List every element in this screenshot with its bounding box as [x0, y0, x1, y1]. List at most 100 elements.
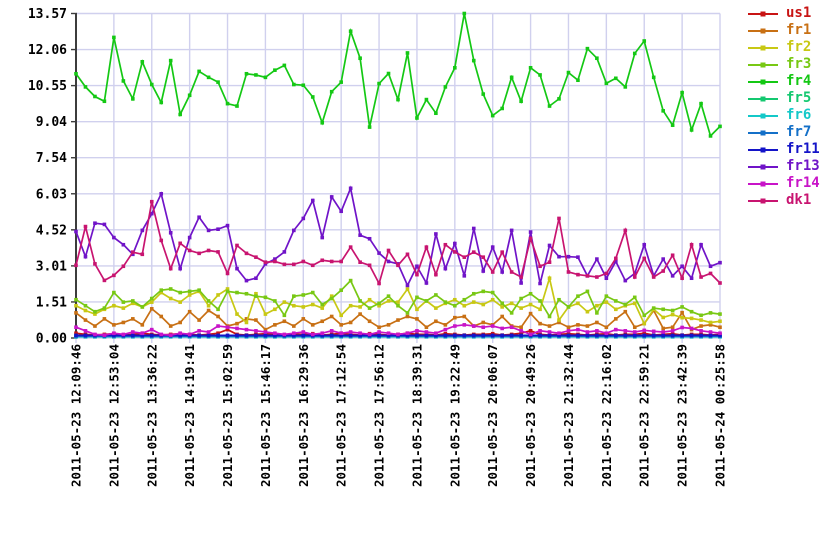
data-point-fr4 [699, 101, 703, 106]
data-point-fr14 [453, 324, 457, 328]
legend-label-fr4: fr4 [786, 73, 812, 89]
data-point-fr4 [424, 97, 429, 102]
data-point-fr14 [377, 330, 381, 334]
data-point-fr2 [348, 303, 353, 308]
data-point-fr2 [415, 307, 419, 312]
data-point-fr11 [225, 333, 230, 338]
data-point-fr4 [121, 79, 126, 83]
data-point-fr4 [557, 97, 561, 101]
data-point-fr2 [405, 287, 410, 291]
data-point-fr14 [197, 329, 201, 333]
data-point-fr14 [102, 333, 107, 337]
data-point-dk1 [576, 272, 580, 277]
data-point-fr13 [576, 255, 580, 259]
data-point-fr4 [197, 69, 201, 74]
data-point-fr4 [576, 78, 580, 83]
data-point-fr4 [585, 46, 590, 51]
data-point-fr3 [178, 290, 182, 295]
data-point-fr4 [225, 101, 230, 106]
data-point-fr11 [140, 333, 145, 338]
data-point-fr4 [661, 109, 665, 113]
data-point-fr14 [83, 329, 88, 333]
data-point-fr13 [453, 241, 457, 246]
x-tick-label: 2011-05-23 23:42:39 [675, 344, 690, 487]
data-point-fr1 [576, 323, 580, 327]
data-point-fr13 [415, 264, 419, 269]
data-point-fr1 [528, 311, 533, 316]
x-tick-label: 2011-05-23 17:12:54 [334, 344, 349, 487]
data-point-fr14 [566, 329, 571, 333]
data-point-fr2 [254, 291, 258, 296]
x-tick-label: 2011-05-23 22:16:02 [599, 344, 614, 487]
x-tick-label: 2011-05-23 15:46:17 [258, 344, 273, 487]
data-point-fr1 [604, 325, 609, 330]
data-point-fr14 [140, 331, 145, 336]
legend-swatch-fr2 [748, 45, 778, 50]
data-point-fr3 [614, 299, 618, 303]
data-point-fr2 [538, 307, 542, 312]
data-point-fr3 [462, 297, 467, 302]
data-point-dk1 [396, 263, 400, 268]
data-point-fr4 [310, 95, 315, 99]
data-point-dk1 [93, 262, 97, 266]
data-point-fr14 [670, 329, 675, 333]
data-point-fr3 [509, 311, 514, 315]
data-point-fr2 [225, 287, 230, 291]
data-point-fr4 [538, 73, 542, 77]
data-point-fr3 [396, 303, 400, 308]
data-point-fr14 [642, 328, 647, 333]
data-point-dk1 [500, 250, 504, 254]
data-point-dk1 [329, 259, 334, 264]
legend-item-fr6: fr6 [747, 108, 820, 122]
legend-swatch-fr4 [748, 79, 778, 84]
data-point-fr3 [216, 307, 220, 312]
data-point-fr13 [689, 276, 694, 281]
data-point-dk1 [443, 242, 448, 247]
legend-item-fr5: fr5 [747, 91, 820, 105]
data-point-fr11 [244, 333, 249, 338]
x-tick-label: 2011-05-23 13:36:22 [144, 344, 159, 487]
data-point-fr4 [74, 71, 78, 76]
data-point-fr3 [576, 294, 580, 298]
data-point-fr1 [121, 320, 126, 325]
data-point-fr2 [462, 303, 467, 308]
legend-item-fr14: fr14 [747, 176, 820, 190]
legend-item-fr7: fr7 [747, 125, 820, 139]
data-point-fr4 [377, 81, 381, 86]
data-point-fr4 [509, 75, 514, 80]
data-point-dk1 [292, 262, 296, 267]
data-point-fr4 [244, 71, 249, 76]
data-point-fr1 [168, 324, 173, 328]
data-point-dk1 [377, 281, 381, 286]
data-point-fr14 [585, 330, 590, 334]
data-point-fr13 [329, 195, 334, 199]
data-point-fr3 [83, 303, 88, 308]
data-point-fr14 [576, 327, 580, 332]
data-point-fr14 [367, 332, 372, 337]
data-point-fr14 [149, 327, 154, 332]
data-point-fr3 [358, 299, 362, 303]
data-point-fr3 [538, 299, 542, 303]
y-tick-label: 12.06 [28, 43, 67, 58]
data-point-fr1 [699, 324, 703, 328]
data-point-fr4 [623, 85, 628, 89]
data-point-fr2 [604, 300, 609, 304]
data-point-fr3 [102, 306, 107, 310]
data-point-dk1 [595, 275, 599, 279]
data-point-fr4 [614, 76, 618, 81]
data-point-fr14 [206, 330, 211, 334]
data-point-dk1 [131, 250, 135, 254]
x-tick-label: 2011-05-23 21:32:44 [561, 344, 576, 487]
data-point-fr3 [367, 306, 372, 310]
data-point-dk1 [235, 243, 239, 248]
data-point-fr2 [642, 321, 647, 326]
data-point-fr3 [93, 309, 97, 314]
data-point-fr11 [424, 333, 429, 338]
y-tick-label: 1.51 [36, 295, 67, 310]
data-point-fr1 [254, 318, 258, 322]
data-point-fr1 [131, 317, 135, 321]
data-point-fr13 [168, 230, 173, 235]
data-point-fr3 [424, 299, 429, 303]
data-point-fr2 [121, 306, 126, 310]
data-point-fr3 [547, 314, 552, 319]
